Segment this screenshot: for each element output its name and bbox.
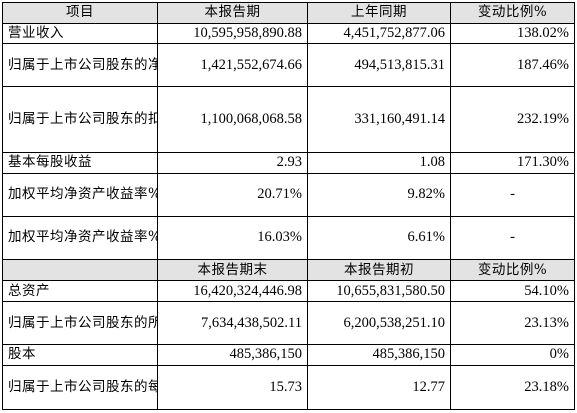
row-change-value: 187.46%: [450, 43, 575, 88]
row-current-value: 15.73: [157, 364, 308, 411]
row-current-value: 16,420,324,446.98: [157, 280, 308, 302]
row-change-value: 23.13%: [450, 300, 575, 346]
row-label: 基本每股收益: [2, 152, 158, 174]
row-current-value: 20.71%: [157, 172, 308, 217]
header-period-start-cell: 本报告期初: [307, 258, 451, 282]
table-row-net-profit-excl-nonrecurring: 归属于上市公司股东的扣除非经常性损益的净利润 1,100,068,068.58 …: [2, 86, 575, 154]
row-prior-value: 494,513,815.31: [307, 43, 451, 88]
header-item-cell: 项目: [2, 2, 158, 24]
row-label: 归属于上市公司股东的每股净资产: [2, 364, 158, 411]
row-label: 归属于上市公司股东的扣除非经常性损益的净利润: [2, 86, 158, 154]
row-current-value: 16.03%: [157, 215, 308, 260]
row-prior-value: 6,200,538,251.10: [307, 300, 451, 346]
header-change-ratio-cell: 变动比例%: [450, 258, 575, 282]
row-label: 归属于上市公司股东的净利润: [2, 43, 158, 88]
table-row-share-capital: 股本 485,386,150 485,386,150 0%: [2, 344, 575, 366]
table-row-net-assets-per-share: 归属于上市公司股东的每股净资产 15.73 12.77 23.18%: [2, 364, 575, 411]
row-current-value: 7,634,438,502.11: [157, 300, 308, 346]
row-label: 营业收入: [2, 22, 158, 45]
row-label: 加权平均净资产收益率%（扣非后）: [2, 215, 158, 260]
row-current-value: 1,421,552,674.66: [157, 43, 308, 88]
row-change-value: 54.10%: [450, 280, 575, 302]
row-change-value: 138.02%: [450, 22, 575, 45]
row-prior-value: 1.08: [307, 152, 451, 174]
row-label: 股本: [2, 344, 158, 366]
row-prior-value: 10,655,831,580.50: [307, 280, 451, 302]
header-item-cell: [2, 258, 158, 282]
table-row-basic-eps: 基本每股收益 2.93 1.08 171.30%: [2, 152, 575, 174]
table-row-total-assets: 总资产 16,420,324,446.98 10,655,831,580.50 …: [2, 280, 575, 302]
row-current-value: 1,100,068,068.58: [157, 86, 308, 154]
row-prior-value: 4,451,752,877.06: [307, 22, 451, 45]
row-label: 总资产: [2, 280, 158, 302]
row-change-value: 171.30%: [450, 152, 575, 174]
row-prior-value: 331,160,491.14: [307, 86, 451, 154]
header-row-period: 项目 本报告期 上年同期 变动比例%: [2, 2, 575, 24]
row-current-value: 485,386,150: [157, 344, 308, 366]
header-period-end-cell: 本报告期末: [157, 258, 308, 282]
row-change-value: -: [450, 172, 575, 217]
table-row-net-profit: 归属于上市公司股东的净利润 1,421,552,674.66 494,513,8…: [2, 43, 575, 88]
table-row-owners-equity: 归属于上市公司股东的所有者权益 7,634,438,502.11 6,200,5…: [2, 300, 575, 346]
header-change-ratio-cell: 变动比例%: [450, 2, 575, 24]
row-current-value: 2.93: [157, 152, 308, 174]
row-change-value: 0%: [450, 344, 575, 366]
row-label: 归属于上市公司股东的所有者权益: [2, 300, 158, 346]
row-label: 加权平均净资产收益率%（扣非前）: [2, 172, 158, 217]
table-row-revenue: 营业收入 10,595,958,890.88 4,451,752,877.06 …: [2, 22, 575, 45]
row-current-value: 10,595,958,890.88: [157, 22, 308, 45]
header-prior-year-cell: 上年同期: [307, 2, 451, 24]
row-change-value: 23.18%: [450, 364, 575, 411]
row-change-value: -: [450, 215, 575, 260]
row-prior-value: 12.77: [307, 364, 451, 411]
table-row-roe-after: 加权平均净资产收益率%（扣非后） 16.03% 6.61% -: [2, 215, 575, 260]
row-change-value: 232.19%: [450, 86, 575, 154]
header-current-period-cell: 本报告期: [157, 2, 308, 24]
table-row-roe-before: 加权平均净资产收益率%（扣非前） 20.71% 9.82% -: [2, 172, 575, 217]
row-prior-value: 9.82%: [307, 172, 451, 217]
row-prior-value: 6.61%: [307, 215, 451, 260]
row-prior-value: 485,386,150: [307, 344, 451, 366]
header-row-period-end: 本报告期末 本报告期初 变动比例%: [2, 258, 575, 282]
